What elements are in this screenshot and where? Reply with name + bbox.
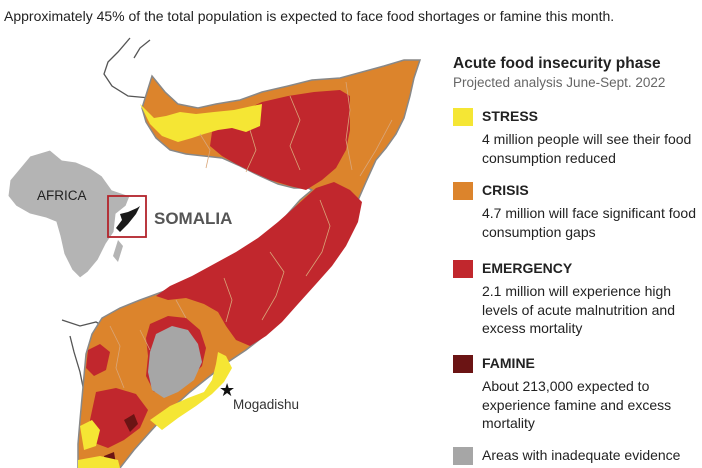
legend-title: Acute food insecurity phase bbox=[453, 55, 661, 72]
emergency-label: EMERGENCY bbox=[482, 260, 573, 276]
famine-swatch bbox=[453, 355, 473, 373]
crisis-label: CRISIS bbox=[482, 182, 529, 198]
crisis-description: 4.7 million will face significant food c… bbox=[482, 205, 696, 240]
inadequate-evidence-label: Areas with inadequate evidence bbox=[482, 447, 681, 463]
legend: Acute food insecurity phase Projected an… bbox=[453, 55, 702, 90]
africa-label: AFRICA bbox=[37, 188, 87, 203]
somalia-highlight-box bbox=[107, 195, 147, 238]
map-subtitle: Approximately 45% of the total populatio… bbox=[4, 8, 615, 24]
legend-subtitle: Projected analysis June-Sept. 2022 bbox=[453, 75, 666, 90]
stress-description: 4 million people will see their food con… bbox=[482, 131, 692, 166]
capital-star-icon: ★ bbox=[219, 380, 235, 401]
district-boundaries bbox=[109, 81, 393, 389]
capital-label: Mogadishu bbox=[233, 397, 299, 412]
inadequate-evidence-swatch bbox=[453, 447, 473, 465]
somalia-label: SOMALIA bbox=[154, 209, 232, 228]
emergency-swatch bbox=[453, 260, 473, 278]
crisis-swatch bbox=[453, 182, 473, 200]
famine-label: FAMINE bbox=[482, 355, 535, 371]
somalia-inset-shape bbox=[116, 206, 140, 232]
stress-swatch bbox=[453, 108, 473, 126]
famine-description: About 213,000 expected to experience fam… bbox=[482, 378, 672, 431]
stress-zones bbox=[78, 104, 262, 468]
stress-label: STRESS bbox=[482, 108, 539, 124]
africa-continent-shape bbox=[7, 149, 131, 279]
inadequate-evidence-region bbox=[148, 326, 202, 398]
emergency-description: 2.1 million will experience high levels … bbox=[482, 283, 675, 336]
madagascar-shape bbox=[113, 240, 123, 262]
